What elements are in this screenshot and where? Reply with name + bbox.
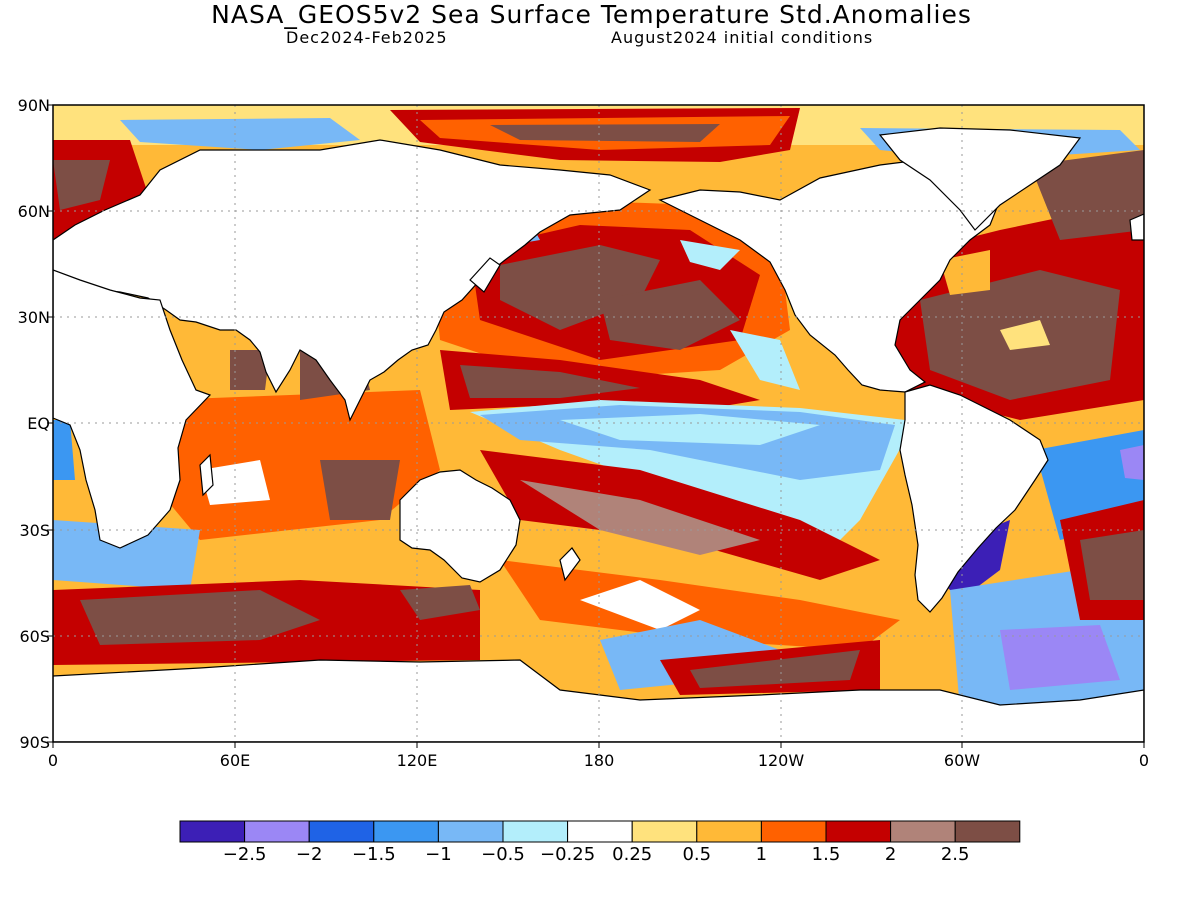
colorbar-swatch [954, 820, 1021, 843]
colorbar-swatch [502, 820, 569, 843]
australia-landmass [399, 469, 521, 583]
spac-band-1-core [520, 480, 760, 555]
axis-ticks [47, 104, 1145, 748]
map-field [53, 105, 1144, 742]
colorbar-tick-label: 1.5 [811, 844, 841, 865]
lon-label-60w: 60W [943, 751, 981, 770]
lat-label-30s: 30S [19, 521, 50, 540]
npac-strong-1 [500, 245, 660, 330]
colorbar-swatch [696, 820, 762, 843]
colorbar-tick-label: 0.5 [682, 844, 712, 865]
lon-label-0: 0 [47, 751, 59, 770]
initial-conditions: August2024 initial conditions [611, 28, 874, 47]
colorbar-tick-label: 2 [884, 844, 897, 865]
spac-band-2 [500, 560, 900, 650]
s-aus-strong [400, 585, 480, 620]
colorbar-tick-label: −1 [425, 844, 452, 865]
warm-pool-core [460, 365, 640, 398]
lat-label-90s: 90S [19, 733, 50, 752]
indian-white [200, 460, 270, 505]
colorbar [179, 820, 1021, 843]
colorbar-tick-label: −1.5 [351, 844, 396, 865]
madagascar-landmass [199, 453, 214, 497]
weddell-cold [1000, 625, 1120, 690]
map-title: NASA_GEOS5v2 Sea Surface Temperature Std… [211, 0, 972, 29]
japan-landmass [469, 257, 501, 293]
colorbar-tick-label: −2.5 [222, 844, 267, 865]
graticule [53, 105, 1144, 742]
colorbar-tick-label: −0.25 [540, 844, 596, 865]
satl-cold-core [1120, 445, 1144, 480]
lat-label-60n: 60N [17, 202, 50, 221]
africa-landmass [53, 269, 212, 549]
colorbar-swatch [308, 820, 375, 843]
uk-landmass [1129, 213, 1144, 241]
lon-label-120w: 120W [757, 751, 805, 770]
colorbar-swatch [567, 820, 633, 843]
eurasia-landmass [53, 139, 652, 422]
lat-label-90n: 90N [17, 96, 50, 115]
satl-strong [1080, 530, 1144, 600]
natl-mid-2 [1000, 320, 1050, 350]
arctic-cool-west [120, 118, 360, 150]
new-zealand-landmass [559, 547, 581, 582]
spac-white [580, 580, 700, 630]
colorbar-tick-label: 1 [755, 844, 768, 865]
ross-strong [690, 650, 860, 688]
colorbar-swatch [631, 820, 698, 843]
indian-strong [320, 460, 400, 520]
lon-label-60e: 60E [219, 751, 251, 770]
colorbar-tick-label: 0.25 [612, 844, 653, 865]
colorbar-swatch [890, 820, 956, 843]
lon-label-120e: 120E [396, 751, 438, 770]
north-america-landmass [658, 159, 1001, 393]
agulhas-cool [53, 520, 200, 590]
colorbar-swatch [825, 820, 892, 843]
lat-label-60s: 60S [19, 627, 50, 646]
lat-label-30n: 30N [17, 308, 50, 327]
colorbar-tick-label: 2.5 [940, 844, 970, 865]
europe-strong [53, 160, 110, 210]
falklands-cold [940, 520, 1010, 600]
greenland-landmass [878, 127, 1082, 231]
lon-label-0-east: 0 [1138, 751, 1150, 770]
south-america-landmass [899, 384, 1049, 613]
colorbar-tick-label: −2 [295, 844, 323, 865]
cold-tongue-inner [560, 414, 820, 445]
lon-label-180: 180 [583, 751, 615, 770]
natl-mid [940, 250, 990, 295]
colorbar-swatch [179, 820, 246, 843]
lat-label-eq: EQ [27, 414, 50, 433]
colorbar-swatch [244, 820, 310, 843]
southern-indian-strong [80, 590, 320, 645]
colorbar-swatch [373, 820, 439, 843]
colorbar-swatch [760, 820, 827, 843]
colorbar-tick-label: −0.5 [481, 844, 525, 865]
arctic-strong [490, 124, 720, 142]
forecast-period: Dec2024-Feb2025 [286, 28, 448, 47]
npac-strong-2 [600, 280, 740, 350]
cal-cool [730, 330, 800, 390]
nordic-strong [1030, 150, 1144, 240]
gulf-guinea-cool [53, 420, 75, 480]
colorbar-swatch [437, 820, 504, 843]
npac-cool-patch [680, 240, 740, 270]
arabian-strong [230, 350, 270, 390]
